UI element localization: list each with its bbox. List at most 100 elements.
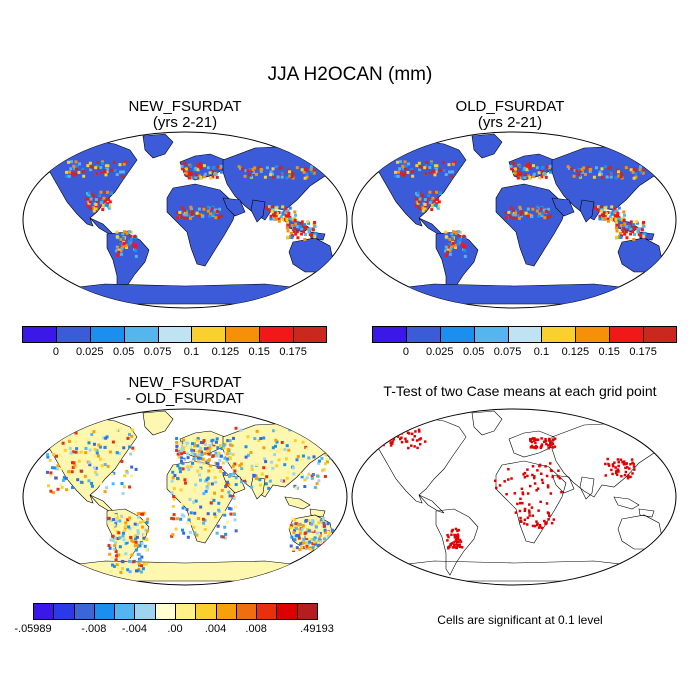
grid-cell (128, 570, 132, 574)
grid-cell (628, 467, 631, 470)
grid-cell (291, 172, 295, 176)
grid-cell (456, 544, 459, 547)
grid-cell (275, 464, 279, 468)
grid-cell (119, 252, 123, 256)
colorbar-swatch (575, 326, 610, 343)
grid-cell (90, 165, 94, 169)
grid-cell (289, 524, 293, 528)
grid-cell (304, 535, 308, 539)
grid-cell (526, 474, 529, 478)
grid-cell (453, 243, 457, 247)
grid-cell (414, 430, 417, 433)
grid-cell (507, 478, 510, 481)
grid-cell (588, 167, 592, 171)
grid-cell (320, 456, 324, 460)
grid-cell (199, 456, 203, 460)
grid-cell (194, 176, 198, 180)
grid-cell (550, 521, 554, 525)
grid-cell (299, 542, 303, 546)
grid-cell (246, 169, 250, 173)
grid-cell (617, 236, 621, 240)
grid-cell (87, 441, 91, 445)
grid-cell (118, 163, 122, 167)
grid-cell (302, 541, 306, 545)
grid-cell (613, 461, 616, 464)
grid-cell (198, 467, 202, 471)
grid-cell (94, 466, 98, 470)
grid-cell (206, 205, 210, 209)
grid-cell (118, 536, 122, 540)
grid-cell (616, 168, 620, 172)
grid-cell (82, 174, 86, 178)
grid-cell (304, 226, 308, 230)
grid-cell (398, 167, 402, 171)
grid-cell (540, 478, 544, 482)
grid-cell (445, 253, 449, 257)
grid-cell (300, 224, 304, 228)
grid-cell (316, 544, 320, 548)
grid-cell (145, 548, 149, 552)
grid-cell (201, 517, 205, 521)
colorbar-label: -.008 (81, 623, 107, 635)
grid-cell (615, 221, 619, 225)
grid-cell (99, 201, 103, 205)
grid-cell (325, 458, 329, 462)
grid-cell (425, 200, 429, 204)
grid-cell (438, 191, 442, 195)
grid-cell (174, 527, 178, 531)
grid-cell (179, 459, 183, 463)
grid-cell (396, 435, 400, 438)
grid-cell (553, 437, 557, 440)
grid-cell (262, 436, 266, 440)
grid-cell (286, 229, 290, 233)
grid-cell (275, 206, 279, 210)
grid-cell (195, 173, 199, 177)
grid-cell (596, 207, 600, 211)
grid-cell (546, 484, 550, 487)
grid-cell (197, 459, 201, 463)
grid-cell (222, 443, 226, 447)
grid-cell (70, 172, 74, 176)
grid-cell (123, 230, 127, 234)
grid-cell (257, 438, 261, 442)
grid-cell (325, 429, 329, 433)
grid-cell (264, 482, 268, 486)
grid-cell (218, 207, 222, 211)
grid-cell (127, 239, 131, 243)
grid-cell (175, 437, 179, 441)
grid-cell (328, 539, 332, 543)
grid-cell (259, 169, 263, 173)
grid-cell (74, 172, 78, 176)
grid-cell (307, 230, 311, 234)
grid-cell (625, 462, 628, 465)
grid-cell (434, 204, 438, 208)
grid-cell (81, 170, 85, 174)
grid-cell (222, 446, 226, 450)
grid-cell (415, 199, 419, 203)
grid-cell (60, 485, 64, 489)
grid-cell (121, 237, 125, 241)
grid-cell (206, 209, 210, 213)
grid-cell (265, 206, 269, 210)
grid-cell (399, 437, 402, 441)
grid-cell (214, 480, 218, 484)
panel-title-old-line2: (yrs 2-21) (477, 114, 543, 131)
grid-cell (92, 442, 96, 446)
grid-cell (224, 532, 228, 536)
grid-cell (531, 524, 535, 528)
grid-cell (274, 438, 278, 442)
grid-cell (195, 438, 199, 442)
grid-cell (617, 206, 621, 210)
grid-cell (498, 484, 502, 487)
grid-cell (313, 233, 317, 237)
grid-cell (310, 170, 314, 174)
grid-cell (526, 207, 530, 211)
grid-cell (292, 472, 296, 476)
grid-cell (306, 518, 310, 522)
grid-cell (233, 462, 237, 466)
grid-cell (448, 252, 452, 256)
grid-cell (552, 438, 555, 442)
grid-cell (93, 454, 97, 458)
grid-cell (184, 171, 188, 175)
grid-cell (596, 205, 600, 209)
